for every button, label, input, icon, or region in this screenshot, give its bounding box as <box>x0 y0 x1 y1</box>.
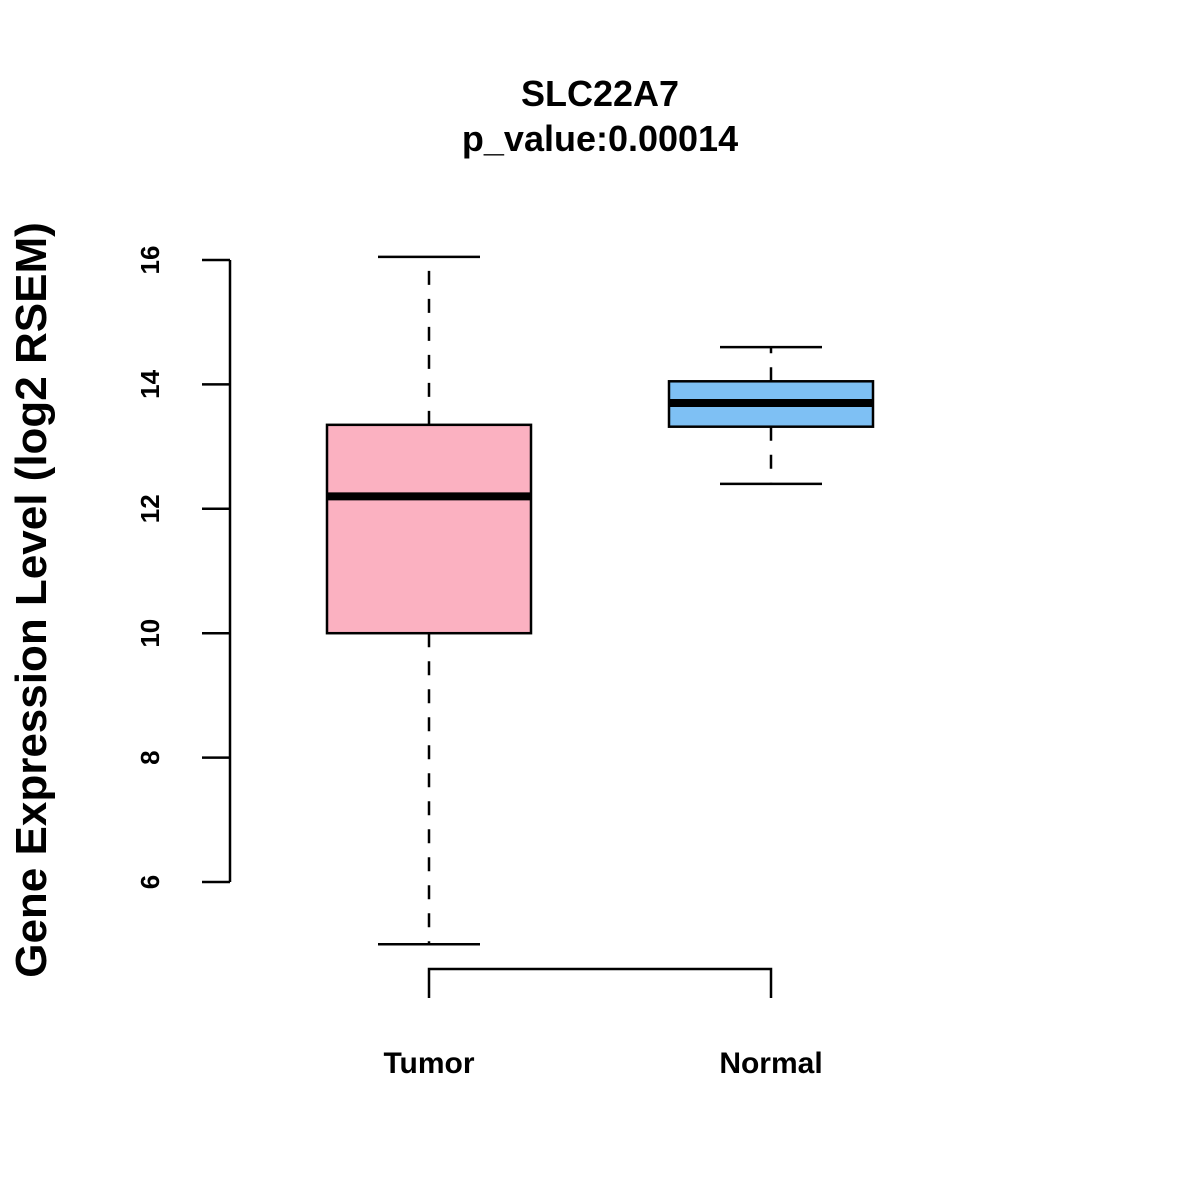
tumor-box <box>325 255 533 946</box>
y-tick-label-12: 12 <box>135 494 165 523</box>
category-label-normal: Normal <box>719 1047 822 1080</box>
bracket-line <box>427 967 773 998</box>
tumor-iqr-box <box>325 423 533 635</box>
y-tick-label-10: 10 <box>135 619 165 648</box>
y-tick-label-6: 6 <box>135 875 165 889</box>
y-axis: 6 8 10 12 14 16 <box>135 246 232 889</box>
boxes <box>325 255 875 946</box>
comparison-bracket <box>427 967 773 998</box>
y-tick-label-8: 8 <box>135 750 165 764</box>
category-labels: Tumor Normal <box>383 1047 822 1080</box>
chart-subtitle: p_value:0.00014 <box>462 118 738 159</box>
category-label-tumor: Tumor <box>383 1047 474 1080</box>
normal-box <box>667 345 875 486</box>
y-axis-label: Gene Expression Level (log2 RSEM) <box>7 222 56 978</box>
y-tick-label-14: 14 <box>135 369 165 398</box>
chart-title: SLC22A7 <box>521 73 679 114</box>
y-tick-label-16: 16 <box>135 246 165 275</box>
